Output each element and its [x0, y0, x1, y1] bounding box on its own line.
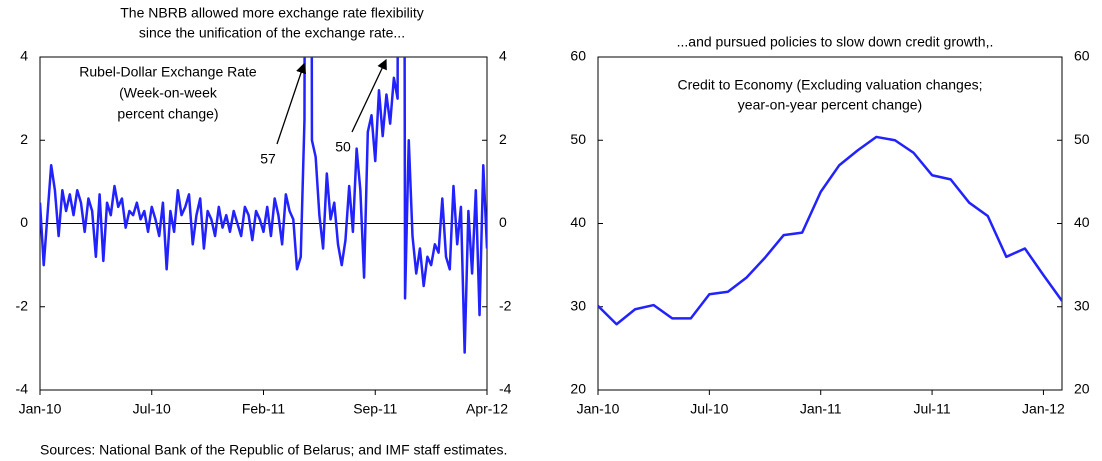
y-tick-label: 40 [570, 214, 586, 230]
y2-tick-label: 60 [1074, 48, 1090, 64]
x-tick-label: Feb-11 [242, 401, 286, 417]
annotation-arrow [276, 62, 307, 145]
series-label: year-on-year percent change) [738, 97, 922, 113]
y-tick-label: 20 [570, 381, 586, 397]
x-tick-label: Apr-12 [466, 401, 508, 417]
series-label: (Week-on-week [119, 85, 218, 101]
y-tick-label: 50 [570, 131, 586, 147]
y2-tick-label: 40 [1074, 214, 1090, 230]
annotation-arrow [351, 58, 387, 133]
x-tick-label: Jul-10 [690, 401, 728, 417]
data-line [598, 135, 1062, 326]
y-tick-label: -2 [16, 297, 29, 313]
y2-tick-label: -2 [499, 297, 512, 313]
value-label: 57 [260, 151, 276, 167]
series-label: percent change) [117, 106, 218, 122]
y2-tick-label: 50 [1074, 131, 1090, 147]
data-line [40, 57, 487, 354]
x-tick-label: Jan-11 [800, 401, 842, 417]
x-tick-label: Jul-11 [914, 401, 951, 417]
chart-title: since the unification of the exchange ra… [139, 25, 405, 41]
y-tick-label: -4 [16, 381, 29, 397]
x-tick-label: Jan-10 [577, 401, 620, 417]
y2-tick-label: 2 [499, 131, 507, 147]
chart-title: ...and pursued policies to slow down cre… [677, 34, 994, 50]
y-tick-label: 2 [20, 131, 28, 147]
x-tick-label: Jan-12 [1022, 401, 1065, 417]
source-note: Sources: National Bank of the Republic o… [40, 442, 507, 458]
value-label: 50 [335, 139, 351, 155]
x-tick-label: Jul-10 [133, 401, 171, 417]
y2-tick-label: 30 [1074, 297, 1090, 313]
y2-tick-label: -4 [499, 381, 512, 397]
y-tick-label: 30 [570, 297, 586, 313]
y2-tick-label: 20 [1074, 381, 1090, 397]
x-tick-label: Jan-10 [19, 401, 62, 417]
x-tick-label: Sep-11 [353, 401, 397, 417]
y-tick-label: 60 [570, 48, 586, 64]
chart-title: The NBRB allowed more exchange rate flex… [120, 5, 423, 21]
y2-tick-label: 0 [499, 214, 507, 230]
y2-tick-label: 4 [499, 48, 507, 64]
series-label: Credit to Economy (Excluding valuation c… [677, 77, 982, 93]
series-label: Rubel-Dollar Exchange Rate [79, 64, 257, 80]
y-tick-label: 4 [20, 48, 28, 64]
y-tick-label: 0 [20, 214, 28, 230]
